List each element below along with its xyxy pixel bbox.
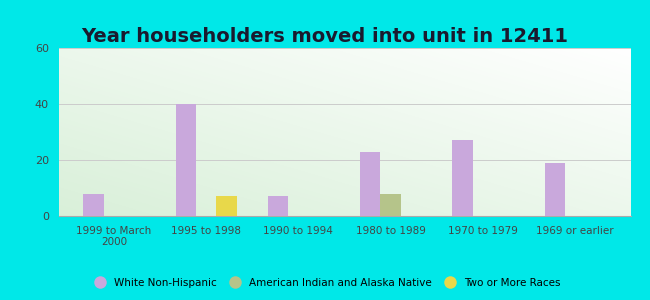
Bar <box>360 152 380 216</box>
Bar <box>176 104 196 216</box>
Bar <box>452 140 473 216</box>
Bar <box>176 104 196 216</box>
Bar <box>452 140 473 216</box>
Bar <box>545 163 565 216</box>
Bar <box>83 194 104 216</box>
Bar <box>83 194 104 216</box>
Bar <box>380 194 401 216</box>
Bar <box>268 196 288 216</box>
Bar <box>545 163 565 216</box>
Bar <box>216 196 237 216</box>
Bar <box>380 194 401 216</box>
Bar <box>268 196 288 216</box>
Text: Year householders moved into unit in 12411: Year householders moved into unit in 124… <box>81 26 569 46</box>
Bar <box>216 196 237 216</box>
Legend: White Non-Hispanic, American Indian and Alaska Native, Two or More Races: White Non-Hispanic, American Indian and … <box>86 274 564 292</box>
Bar <box>360 152 380 216</box>
